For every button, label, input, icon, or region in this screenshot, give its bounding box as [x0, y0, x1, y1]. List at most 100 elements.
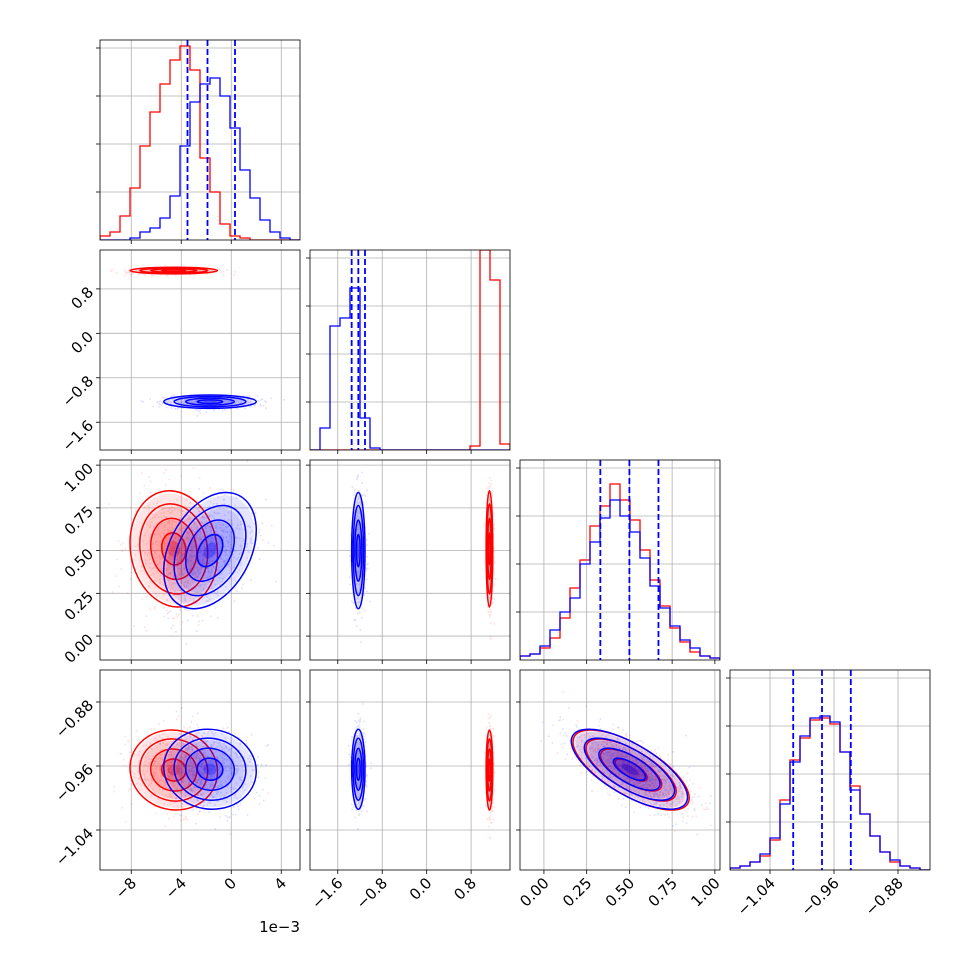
y-tick-label: 0.25	[61, 588, 97, 624]
histogram-blue	[520, 499, 720, 660]
scatter-panel-3-0	[96, 669, 301, 874]
panel-frame	[99, 669, 301, 871]
contour-blue	[173, 395, 247, 408]
y-tick-label: −1.6	[59, 417, 97, 455]
panel-frame	[99, 459, 301, 661]
y-tick-label: −1.04	[52, 824, 97, 869]
x-tick-label: 0.00	[516, 874, 552, 910]
contour-blue	[162, 728, 257, 810]
contour-red	[486, 517, 492, 581]
y-tick-label: −0.96	[52, 760, 97, 805]
contour-blue	[196, 399, 224, 405]
histogram-blue	[730, 715, 930, 870]
panel-frame	[309, 249, 511, 451]
density-fill-blue	[354, 521, 362, 580]
contour-red	[160, 532, 187, 566]
density-fill-blue	[621, 763, 638, 775]
contour-blue	[583, 737, 676, 801]
contour-red	[160, 268, 187, 273]
x-tick-label: 1.00	[687, 874, 723, 910]
contour-red	[486, 748, 492, 792]
contour-blue	[184, 519, 236, 582]
density-fill-blue	[166, 731, 254, 808]
histogram-panel-3	[726, 669, 931, 874]
scatter-panel-3-2	[516, 669, 721, 874]
histogram-red	[100, 45, 300, 240]
x-tick-label: 0.75	[645, 874, 681, 910]
contour-blue	[350, 728, 366, 810]
scatter-points-blue	[140, 393, 285, 417]
contour-blue	[184, 397, 236, 406]
density-fill-red	[167, 540, 180, 558]
x-tick-label: 0.0	[406, 874, 436, 904]
panel-frame	[519, 669, 721, 871]
contour-blue	[355, 757, 361, 781]
contour-blue	[173, 737, 247, 801]
density-fill-blue	[203, 542, 217, 559]
density-fill-blue	[203, 763, 217, 775]
density-fill-blue	[611, 757, 647, 782]
x-tick-label: 0	[221, 874, 240, 893]
contour-blue	[163, 394, 257, 410]
y-tick-label: 0.00	[61, 630, 97, 666]
y-tick-label: −0.88	[52, 696, 97, 741]
contour-blue	[184, 747, 236, 791]
panel-frame	[309, 669, 511, 871]
panel-frame	[309, 459, 511, 661]
contour-blue	[354, 747, 363, 791]
density-fill-red	[622, 764, 640, 776]
density-fill-blue	[203, 400, 217, 403]
histogram-red	[310, 250, 510, 450]
contour-red	[487, 532, 492, 566]
contour-blue	[598, 747, 661, 791]
contour-blue	[612, 757, 647, 781]
scatter-points-red	[540, 691, 712, 833]
scatter-panel-3-1	[306, 669, 511, 874]
contour-blue	[350, 491, 366, 610]
contour-blue	[196, 533, 224, 568]
x-tick-label: −1.04	[734, 874, 779, 919]
contour-red	[150, 517, 198, 581]
histogram-panel-2	[516, 459, 721, 664]
scatter-points-blue	[131, 460, 277, 645]
contour-red	[139, 267, 209, 274]
panel-frame	[99, 249, 301, 451]
histogram-red	[730, 717, 930, 870]
scatter-panel-2-0	[96, 459, 301, 664]
y-tick-label: 0.8	[67, 283, 97, 313]
histogram-panel-0	[96, 39, 301, 244]
contour-red	[139, 738, 209, 802]
panel-frame	[99, 39, 301, 241]
y-tick-label: 1.00	[61, 459, 97, 495]
contour-blue	[352, 737, 365, 801]
x-offset-text: 1e−3	[259, 918, 300, 936]
contour-blue	[355, 533, 361, 568]
contour-blue	[162, 491, 257, 610]
scatter-panel-1-0	[96, 249, 301, 454]
density-fill-red	[132, 493, 216, 605]
contour-blue	[196, 757, 224, 781]
panel-frame	[519, 459, 721, 661]
density-fill-blue	[351, 731, 365, 808]
x-tick-label: −0.88	[862, 874, 907, 919]
scatter-panel-2-1	[306, 459, 511, 664]
x-tick-label: −0.96	[798, 874, 843, 919]
density-fill-blue	[186, 398, 234, 405]
x-tick-label: −4	[162, 874, 190, 902]
density-fill-blue	[176, 508, 244, 593]
y-tick-label: 0.0	[67, 328, 97, 358]
density-fill-blue	[354, 749, 362, 790]
histogram-blue	[100, 77, 300, 240]
y-tick-label: 0.50	[61, 545, 97, 581]
scatter-points-blue	[541, 707, 712, 836]
y-tick-label: 0.75	[61, 502, 97, 538]
x-tick-label: 0.50	[602, 874, 638, 910]
histogram-blue	[310, 287, 510, 450]
contour-red	[150, 748, 198, 792]
contour-red	[129, 729, 219, 811]
density-fill-blue	[166, 395, 254, 408]
density-fill-blue	[357, 763, 360, 775]
density-fill-red	[151, 519, 196, 578]
density-fill-blue	[357, 542, 360, 559]
